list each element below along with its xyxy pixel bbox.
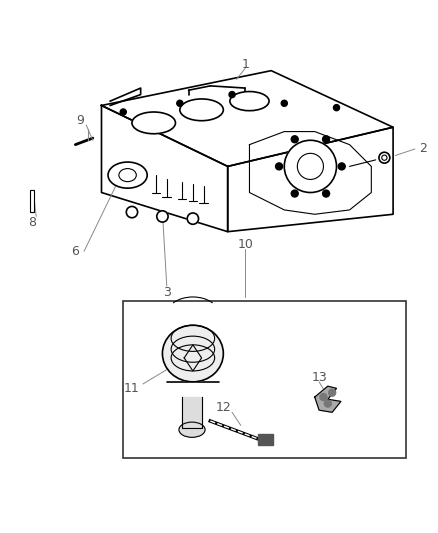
Ellipse shape: [108, 162, 147, 188]
Ellipse shape: [284, 140, 336, 192]
Polygon shape: [315, 386, 341, 413]
Ellipse shape: [230, 92, 269, 111]
Circle shape: [126, 206, 138, 218]
Text: 1: 1: [241, 58, 249, 70]
Circle shape: [229, 92, 235, 98]
Bar: [30, 190, 34, 212]
Ellipse shape: [179, 422, 205, 437]
Circle shape: [322, 190, 329, 197]
Bar: [30, 190, 34, 212]
Text: 12: 12: [215, 401, 231, 415]
Circle shape: [187, 213, 198, 224]
Text: 8: 8: [28, 216, 36, 230]
Circle shape: [333, 104, 339, 111]
Ellipse shape: [132, 112, 176, 134]
Circle shape: [291, 190, 298, 197]
Circle shape: [120, 109, 126, 115]
Text: 13: 13: [311, 371, 327, 384]
Bar: [258, 434, 273, 445]
Polygon shape: [182, 397, 201, 427]
Circle shape: [177, 100, 183, 107]
Bar: [123, 301, 406, 458]
Circle shape: [291, 136, 298, 143]
Circle shape: [338, 163, 345, 170]
Circle shape: [276, 163, 283, 170]
Circle shape: [320, 393, 327, 400]
Ellipse shape: [379, 152, 390, 163]
Circle shape: [322, 136, 329, 143]
Text: 10: 10: [237, 238, 253, 251]
Circle shape: [324, 400, 331, 407]
Text: 6: 6: [71, 245, 79, 258]
Text: 11: 11: [124, 382, 140, 395]
Text: 3: 3: [163, 286, 171, 299]
Circle shape: [281, 100, 287, 107]
Text: 2: 2: [420, 142, 427, 156]
Ellipse shape: [180, 99, 223, 120]
Ellipse shape: [162, 325, 223, 382]
Text: 9: 9: [76, 114, 84, 127]
Circle shape: [328, 389, 336, 396]
Circle shape: [157, 211, 168, 222]
